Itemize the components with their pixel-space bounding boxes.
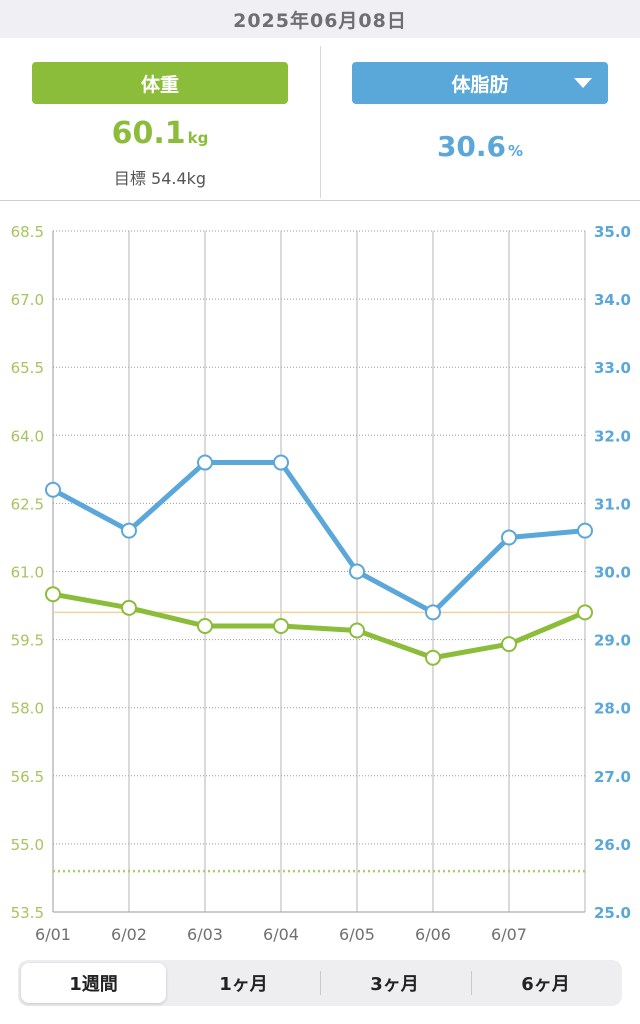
y-tick-label-left: 68.5 (11, 223, 44, 241)
y-tick-label-right: 27.0 (594, 768, 631, 786)
y-tick-label-right: 35.0 (594, 223, 631, 241)
x-tick-label: 6/01 (35, 925, 71, 944)
summary-panel: 体重 60.1 kg 目標 54.4kg 体脂肪 30.6% (0, 38, 640, 201)
x-tick-label: 6/07 (491, 925, 527, 944)
target-value: 54.4kg (151, 169, 207, 188)
body-fat-data-point (501, 529, 517, 546)
weight-target: 目標 54.4kg (32, 165, 288, 189)
weight-data-point (197, 617, 213, 634)
body-fat-data-point (45, 481, 61, 498)
body-fat-data-point (577, 522, 593, 539)
tab-3-months[interactable]: 3ヶ月 (370, 974, 419, 995)
weight-number: 60.1 (111, 116, 186, 151)
y-tick-label-right: 33.0 (594, 359, 631, 377)
body-fat-label: 体脂肪 (451, 73, 509, 96)
body-fat-data-point (349, 563, 365, 580)
body-fat-data-point (197, 454, 213, 471)
summary-divider (320, 46, 321, 198)
weight-data-point (45, 586, 61, 603)
date-header: 2025年06月08日 (0, 0, 640, 38)
tab-separator (320, 971, 321, 995)
weight-data-point (425, 649, 441, 666)
tab-separator (471, 971, 472, 995)
chevron-down-icon[interactable] (574, 78, 592, 88)
weight-value: 60.1 kg (32, 116, 288, 151)
weight-data-point (501, 636, 517, 653)
y-tick-label-right: 30.0 (594, 564, 631, 582)
weight-series-line (50, 591, 588, 661)
tab-6-months[interactable]: 6ヶ月 (521, 974, 570, 995)
y-tick-label-left: 65.5 (11, 359, 44, 377)
y-tick-label-right: 32.0 (594, 427, 631, 445)
y-tick-label-left: 53.5 (11, 904, 44, 922)
weight-data-point (577, 604, 593, 621)
target-label: 目標 (113, 169, 146, 188)
y-tick-label-left: 67.0 (11, 291, 44, 309)
weight-data-point (349, 622, 365, 639)
body-fat-dropdown[interactable]: 体脂肪 (352, 62, 608, 104)
x-tick-label: 6/03 (187, 925, 223, 944)
weight-button[interactable]: 体重 (32, 62, 288, 104)
weight-data-point (121, 599, 137, 616)
y-tick-label-left: 59.5 (11, 632, 44, 650)
period-tabs: 1週間 1ヶ月 3ヶ月 6ヶ月 (18, 960, 622, 1006)
body-fat-value: 30.6% (352, 130, 608, 163)
summary-border (0, 200, 640, 201)
x-tick-label: 6/05 (339, 925, 375, 944)
y-tick-label-right: 29.0 (594, 632, 631, 650)
y-tick-label-left: 58.0 (11, 700, 44, 718)
tab-1-month[interactable]: 1ヶ月 (219, 974, 268, 995)
weight-label: 体重 (140, 73, 179, 96)
tab-1-week[interactable]: 1週間 (21, 963, 166, 1003)
body-fat-data-point (121, 522, 137, 539)
weight-fat-chart: 53.5 55.0 56.5 58.0 59.5 61.0 62.5 64.0 65.5 67.0… (11, 223, 631, 944)
body-fat-data-point (425, 604, 441, 621)
body-fat-data-point (273, 454, 289, 471)
x-tick-label: 6/04 (263, 925, 299, 944)
y-tick-label-left: 62.5 (11, 495, 44, 513)
y-tick-label-right: 28.0 (594, 700, 631, 718)
x-tick-label: 6/06 (415, 925, 451, 944)
y-tick-label-right: 25.0 (594, 904, 631, 922)
body-fat-unit: % (508, 142, 524, 160)
body-fat-series-line (50, 460, 588, 615)
y-tick-label-right: 34.0 (594, 291, 631, 309)
y-tick-label-right: 31.0 (594, 495, 631, 513)
y-tick-label-left: 61.0 (11, 564, 44, 582)
weight-data-point (273, 617, 289, 634)
x-tick-label: 6/02 (111, 925, 147, 944)
body-fat-number: 30.6 (436, 130, 507, 163)
y-tick-label-left: 64.0 (11, 427, 44, 445)
weight-unit: kg (187, 129, 209, 147)
y-tick-label-left: 56.5 (11, 768, 44, 786)
y-tick-label-right: 26.0 (594, 836, 631, 854)
y-tick-label-left: 55.0 (11, 836, 44, 854)
